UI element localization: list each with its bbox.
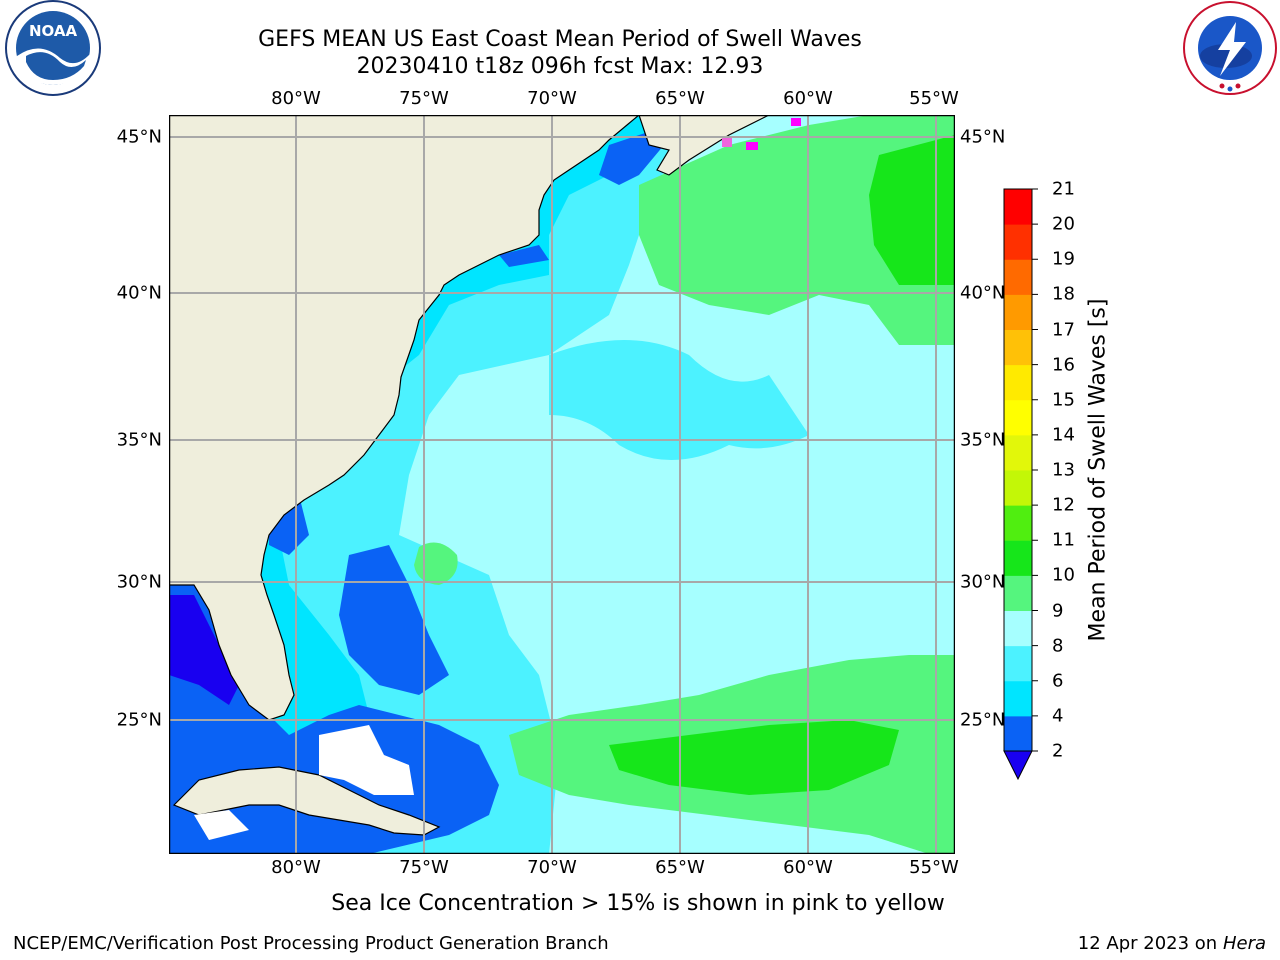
colorbar-segment [1004,645,1032,682]
colorbar-tick-label: 15 [1052,389,1075,411]
colorbar-tick-label: 18 [1052,283,1075,305]
graticule [169,115,955,854]
swell-period-map [169,115,955,854]
ocean-field-10-11s-south [609,720,899,795]
colorbar-tick-label: 4 [1052,705,1064,727]
colorbar-tick-label: 17 [1052,319,1075,340]
colorbar-tick-label: 14 [1052,424,1075,446]
sea-ice-note-text: Sea Ice Concentration > 15% is shown in … [331,891,945,916]
colorbar-segment [1004,259,1032,295]
lon-top-75w: 75°W [399,88,449,109]
colorbar-segment [1004,224,1032,260]
colorbar-title: Mean Period of Swell Waves [s] [1085,298,1111,642]
colorbar-tick-label: 10 [1052,564,1075,586]
sea-ice-note: Sea Ice Concentration > 15% is shown in … [0,891,1280,916]
colorbar-tick-label: 19 [1052,248,1075,270]
footer-date: 12 Apr 2023 on Hera [1078,933,1266,954]
lon-bottom-75w: 75°W [399,857,449,878]
colorbar-segment [1004,610,1032,647]
sea-ice-3 [791,118,801,126]
colorbar-segment [1004,505,1032,541]
lat-right-35n: 35°N [960,429,1006,451]
colorbar-segment [1004,540,1032,576]
lat-right-30n: 30°N [960,571,1006,593]
colorbar-tick-label: 11 [1052,529,1075,551]
lat-left-25n: 25°N [116,709,162,731]
colorbar-tick-label: 21 [1052,178,1075,200]
ocean-field-2-4s-li [499,245,549,267]
colorbar-tick-label: 9 [1052,600,1064,621]
colorbar-segment [1004,470,1032,506]
lat-right-40n: 40°N [960,282,1006,304]
lat-left-35n: 35°N [116,429,162,451]
lon-top-55w: 55°W [909,88,959,109]
colorbar-segment [1004,189,1032,225]
lat-left-40n: 40°N [116,282,162,304]
colorbar-segment [1004,364,1032,401]
lat-left-30n: 30°N [116,571,162,593]
colorbar-segment [1004,434,1032,471]
lon-top-80w: 80°W [271,88,321,109]
ocean-field-4-6s [169,115,669,765]
lon-bottom-60w: 60°W [783,857,833,878]
no-data-bahamas [319,725,414,795]
ocean-field-10-11s-north [869,135,955,285]
lon-bottom-55w: 55°W [909,857,959,878]
land-nova-scotia [638,115,770,176]
lon-bottom-70w: 70°W [527,857,577,878]
lat-left-45n: 45°N [116,126,162,148]
colorbar-segment [1004,294,1032,330]
footer-credit: NCEP/EMC/Verification Post Processing Pr… [13,933,609,954]
lat-right-45n: 45°N [960,126,1006,148]
noaa-logo-text: NOAA [29,22,78,40]
colorbar-under-triangle [1003,750,1033,781]
lon-bottom-80w: 80°W [271,857,321,878]
footer-host: Hera [1222,933,1266,954]
nws-logo [1183,1,1277,95]
colorbar-tick-label: 8 [1052,635,1064,657]
colorbar-tick-label: 13 [1052,459,1075,481]
map-subtitle: 20230410 t18z 096h fcst Max: 12.93 [356,54,764,79]
sea-ice-1 [722,137,732,147]
colorbar-tick-label: 2 [1052,740,1064,762]
sea-ice-2 [746,142,758,150]
colorbar-segment [1004,715,1032,752]
colorbar-tick-label: 20 [1052,213,1075,235]
map-title: GEFS MEAN US East Coast Mean Period of S… [258,27,862,52]
colorbar-tick-label: 16 [1052,354,1075,376]
ocean-field-under-2s [169,595,239,705]
colorbar-tick-label: 12 [1052,494,1075,516]
no-data-cuba-south [194,810,249,840]
lat-right-25n: 25°N [960,709,1006,731]
noaa-logo: NOAA [5,0,101,96]
colorbar-tick-label: 6 [1052,670,1064,692]
lon-top-60w: 60°W [783,88,833,109]
land-us-east-coast [169,115,640,721]
colorbar-segment [1004,329,1032,366]
colorbar [1003,188,1038,781]
colorbar-segment [1004,575,1032,611]
lon-top-65w: 65°W [655,88,705,109]
colorbar-segment [1004,399,1032,436]
footer-date-text: 12 Apr 2023 on [1077,933,1218,954]
lon-bottom-65w: 65°W [655,857,705,878]
lon-top-70w: 70°W [527,88,577,109]
colorbar-segment [1004,680,1032,717]
